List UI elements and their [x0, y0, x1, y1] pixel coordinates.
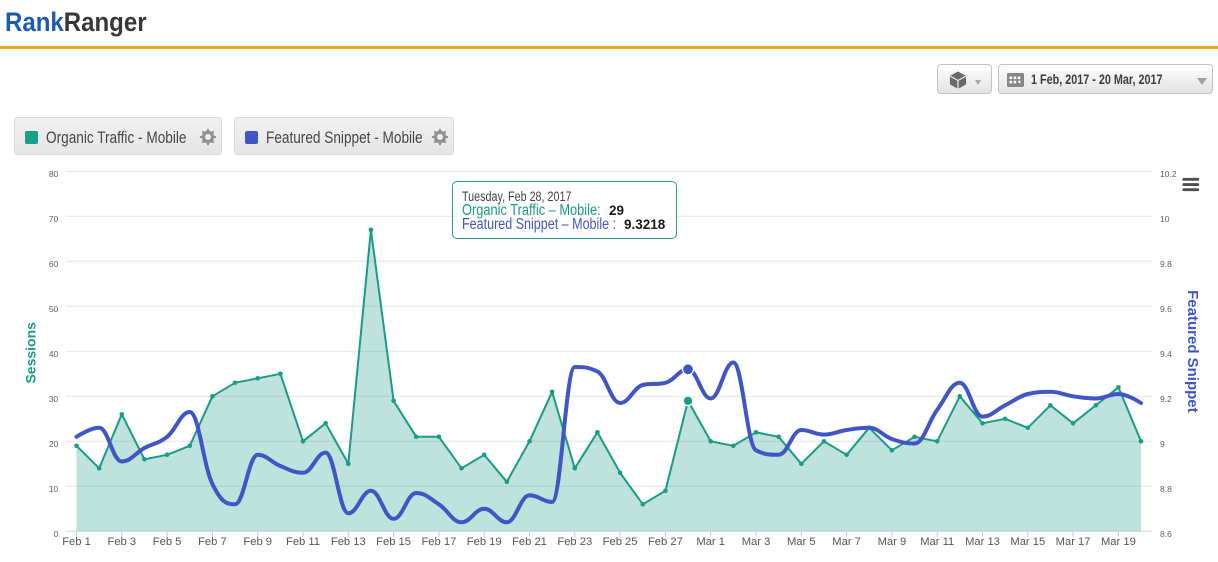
- svg-text:Sessions: Sessions: [23, 322, 39, 384]
- svg-text:9.6: 9.6: [1160, 304, 1172, 314]
- svg-text:Feb 21: Feb 21: [512, 536, 547, 548]
- svg-text:80: 80: [49, 169, 59, 179]
- svg-text:Feb 5: Feb 5: [153, 536, 182, 548]
- svg-text:Mar 19: Mar 19: [1101, 536, 1136, 548]
- svg-text:50: 50: [49, 304, 59, 314]
- svg-text:8.6: 8.6: [1160, 529, 1172, 539]
- svg-text:9.4: 9.4: [1160, 349, 1172, 359]
- svg-text:Feb 25: Feb 25: [603, 536, 638, 548]
- svg-text:Mar 17: Mar 17: [1056, 536, 1091, 548]
- svg-text:10: 10: [49, 484, 59, 494]
- svg-text:Feb 7: Feb 7: [198, 536, 227, 548]
- svg-text:0: 0: [54, 529, 59, 539]
- svg-text:Feb 15: Feb 15: [376, 536, 411, 548]
- svg-text:30: 30: [49, 394, 59, 404]
- svg-text:Feb 3: Feb 3: [107, 536, 136, 548]
- svg-text:Feb 23: Feb 23: [557, 536, 592, 548]
- svg-text:60: 60: [49, 259, 59, 269]
- svg-text:Mar 13: Mar 13: [965, 536, 1000, 548]
- svg-text:20: 20: [49, 439, 59, 449]
- svg-text:Mar 7: Mar 7: [832, 536, 861, 548]
- svg-text:Mar 3: Mar 3: [742, 536, 771, 548]
- svg-text:10.2: 10.2: [1160, 169, 1177, 179]
- svg-text:10: 10: [1160, 214, 1170, 224]
- svg-text:Feb 27: Feb 27: [648, 536, 683, 548]
- svg-text:9: 9: [1160, 439, 1165, 449]
- svg-text:9.2: 9.2: [1160, 394, 1172, 404]
- svg-text:Featured Snippet: Featured Snippet: [1184, 290, 1201, 413]
- svg-text:Feb 19: Feb 19: [467, 536, 502, 548]
- svg-text:Mar 11: Mar 11: [920, 536, 954, 548]
- svg-text:8.8: 8.8: [1160, 484, 1172, 494]
- svg-text:Mar 5: Mar 5: [787, 536, 816, 548]
- svg-text:Feb 17: Feb 17: [421, 536, 456, 548]
- svg-text:Mar 15: Mar 15: [1010, 536, 1045, 548]
- svg-text:40: 40: [49, 349, 59, 359]
- svg-text:Feb 9: Feb 9: [243, 536, 272, 548]
- svg-text:Feb 11: Feb 11: [286, 536, 320, 548]
- svg-text:9.8: 9.8: [1160, 259, 1172, 269]
- svg-text:Mar 9: Mar 9: [878, 536, 907, 548]
- svg-text:Feb 13: Feb 13: [331, 536, 366, 548]
- svg-text:Feb 1: Feb 1: [62, 536, 91, 548]
- svg-text:70: 70: [49, 214, 59, 224]
- svg-text:Mar 1: Mar 1: [696, 536, 725, 548]
